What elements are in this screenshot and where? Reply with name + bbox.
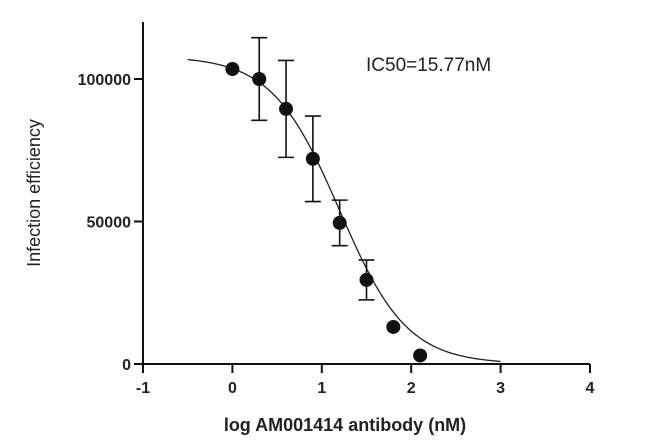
data-point [332, 215, 347, 230]
x-axis: -1 0 1 2 3 4 [136, 363, 595, 397]
data-point [252, 72, 267, 86]
y-tick-label: 50000 [87, 215, 132, 232]
data-point [413, 348, 428, 363]
y-tick-label: 0 [122, 357, 131, 374]
x-ticks: -1 0 1 2 3 4 [136, 364, 595, 397]
x-tick-label: 4 [586, 380, 595, 397]
x-tick-label: 0 [228, 380, 237, 397]
y-ticks: 0 50000 100000 [78, 72, 143, 374]
data-point [359, 272, 374, 287]
data-points [225, 62, 428, 363]
x-tick-label: 1 [317, 380, 326, 397]
y-axis: 0 50000 100000 [78, 22, 144, 374]
y-tick-label: 100000 [78, 72, 131, 89]
data-point [386, 319, 401, 334]
data-point [279, 101, 294, 116]
data-point [305, 151, 320, 166]
error-bars [251, 36, 375, 301]
x-tick-label: -1 [136, 380, 150, 397]
y-axis-title: Infection efficiency [24, 119, 44, 267]
x-tick-label: 3 [496, 380, 505, 397]
fit-curve [187, 58, 501, 363]
fit-curve-layer [187, 58, 501, 363]
x-tick-label: 2 [407, 380, 416, 397]
ic50-annotation: IC50=15.77nM [366, 55, 491, 76]
data-point [225, 62, 240, 77]
x-axis-title: log AM001414 antibody (nM) [224, 415, 466, 435]
